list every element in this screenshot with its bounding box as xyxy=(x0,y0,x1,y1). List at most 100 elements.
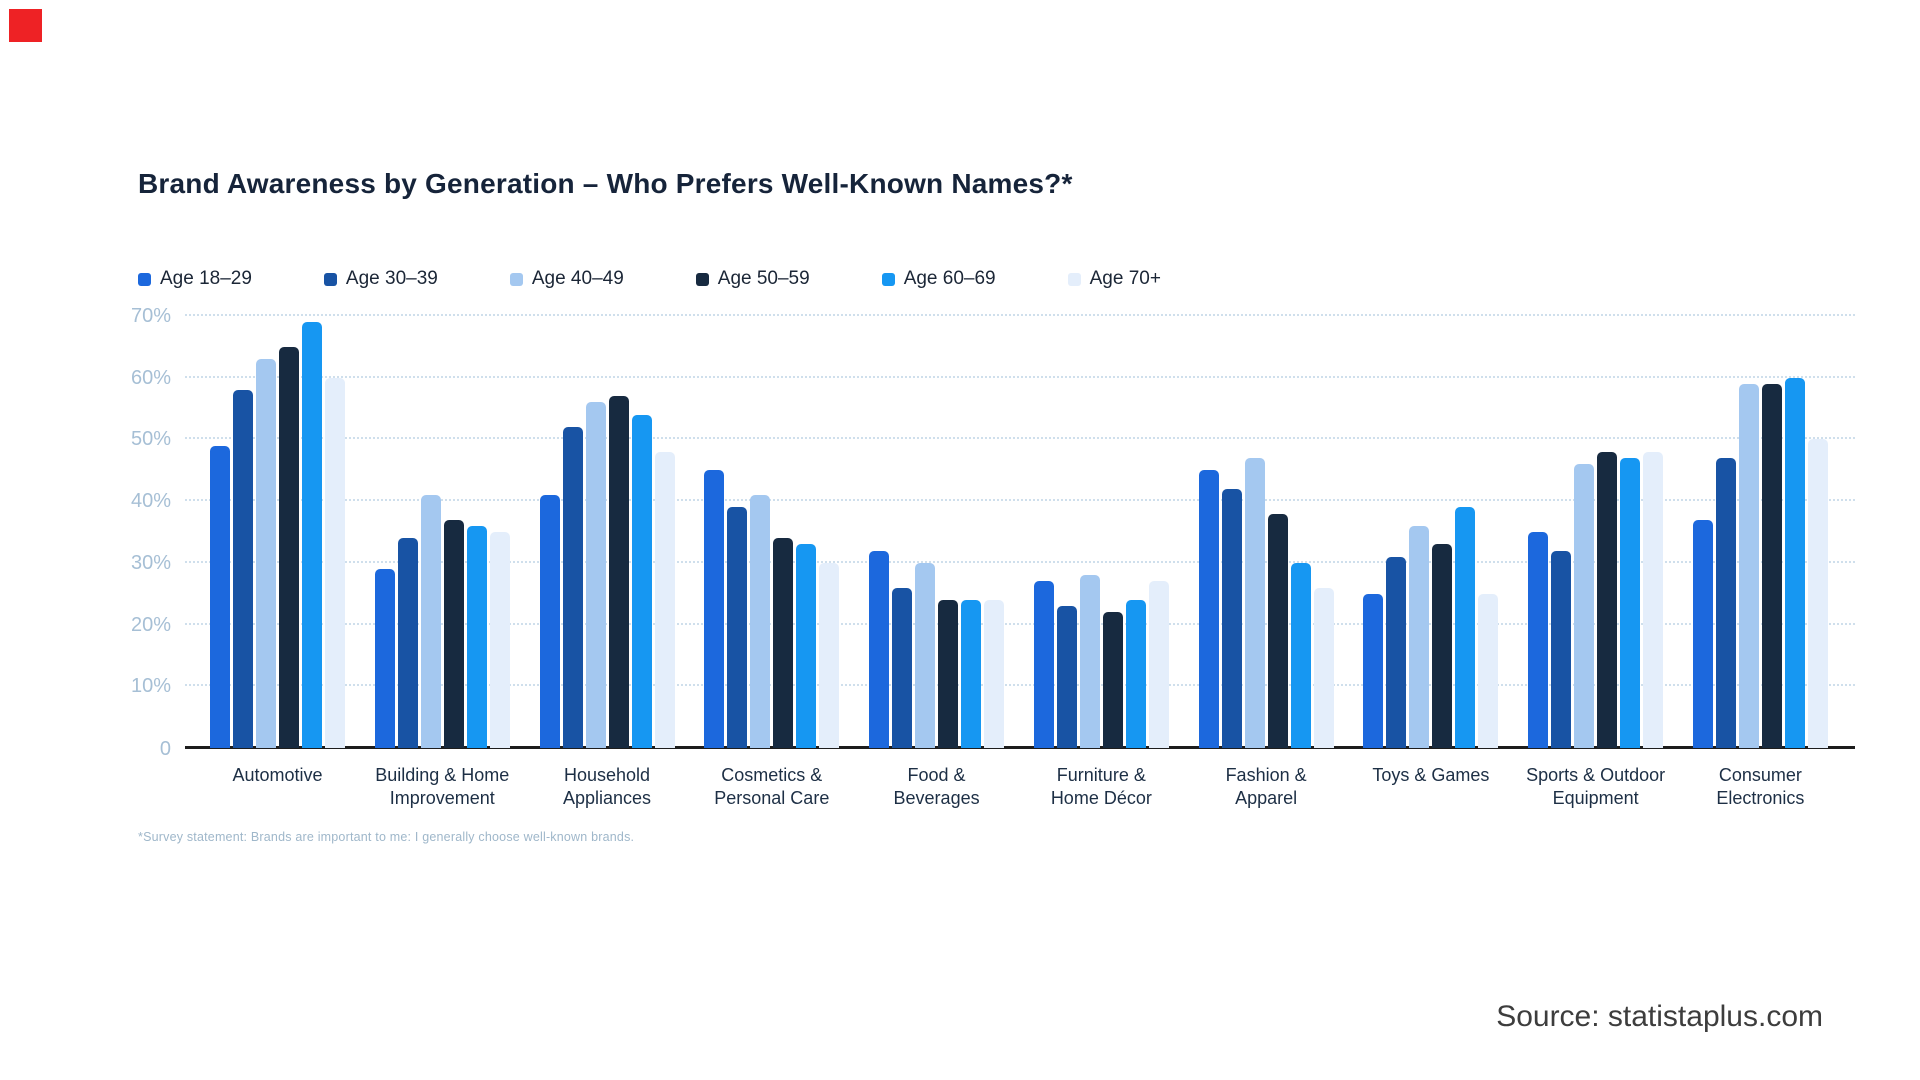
x-axis-category-label: Automotive xyxy=(232,765,323,785)
source-attribution: Source: statistaplus.com xyxy=(1496,1000,1823,1033)
bar[interactable] xyxy=(654,451,675,748)
bar[interactable] xyxy=(1221,488,1242,748)
bar[interactable] xyxy=(1643,451,1664,748)
legend-item[interactable]: Age 30–39 xyxy=(323,268,438,290)
y-axis-tick-label: 0 xyxy=(159,738,171,760)
footnote: *Survey statement: Brands are important … xyxy=(138,830,635,844)
x-axis-category-label: Consumer Electronics xyxy=(1716,765,1805,809)
legend-label: Age 50–59 xyxy=(717,268,810,289)
bar[interactable] xyxy=(1102,612,1123,748)
bar[interactable] xyxy=(397,538,418,748)
corner-accent xyxy=(9,9,42,42)
x-axis-category-label: Furniture & Home Décor xyxy=(1050,765,1152,809)
x-axis-category-label: Food & Beverages xyxy=(893,765,980,809)
bar[interactable] xyxy=(1148,581,1169,748)
legend-swatch-icon xyxy=(1067,272,1081,286)
bar-group: Sports & Outdoor Equipment xyxy=(1526,316,1665,808)
bar[interactable] xyxy=(1432,544,1453,748)
bar-group: Building & Home Improvement xyxy=(374,316,510,808)
bar[interactable] xyxy=(279,346,299,748)
gridline: 30% xyxy=(131,553,1855,573)
bar[interactable] xyxy=(1574,464,1595,748)
bar[interactable] xyxy=(773,538,794,748)
bar-group: Fashion & Apparel xyxy=(1198,316,1334,808)
bar[interactable] xyxy=(210,445,230,748)
legend-item[interactable]: Age 18–29 xyxy=(138,268,252,290)
bar[interactable] xyxy=(302,322,322,748)
bar[interactable] xyxy=(1455,507,1476,748)
bar[interactable] xyxy=(1761,383,1782,748)
bar[interactable] xyxy=(1715,457,1736,748)
bar[interactable] xyxy=(915,562,936,748)
bar[interactable] xyxy=(585,402,606,748)
bar[interactable] xyxy=(1386,556,1407,748)
bar[interactable] xyxy=(1478,593,1499,748)
bar[interactable] xyxy=(1528,532,1549,748)
bar[interactable] xyxy=(892,587,913,748)
x-axis-category-label: Sports & Outdoor Equipment xyxy=(1526,765,1666,809)
bar[interactable] xyxy=(1620,457,1641,748)
bar[interactable] xyxy=(938,599,959,748)
bar[interactable] xyxy=(443,519,464,748)
bar[interactable] xyxy=(420,494,441,748)
bar[interactable] xyxy=(1784,377,1805,748)
bar[interactable] xyxy=(1807,439,1828,748)
bar-group: Cosmetics & Personal Care xyxy=(704,316,840,808)
bar[interactable] xyxy=(562,427,583,748)
bar-group: Toys & Games xyxy=(1363,316,1499,785)
bar[interactable] xyxy=(819,562,840,748)
bar[interactable] xyxy=(1313,587,1334,748)
bar[interactable] xyxy=(1692,519,1713,748)
bar[interactable] xyxy=(1033,581,1054,748)
bar-group: Furniture & Home Décor xyxy=(1033,316,1169,808)
bar[interactable] xyxy=(1125,599,1146,748)
legend-item[interactable]: Age 70+ xyxy=(1067,268,1161,290)
gridline: 70% xyxy=(131,306,1855,326)
bar[interactable] xyxy=(984,599,1005,748)
bar[interactable] xyxy=(1079,575,1100,748)
gridline: 50% xyxy=(131,429,1855,449)
bar-group: Consumer Electronics xyxy=(1692,316,1828,808)
bar-groups: Automotive Building & Home Improvement Hou… xyxy=(185,316,1855,808)
bar[interactable] xyxy=(631,414,652,748)
bar[interactable] xyxy=(1738,383,1759,748)
bar[interactable] xyxy=(869,550,890,748)
x-axis-category-label: Fashion & Apparel xyxy=(1225,765,1307,809)
legend-label: Age 70+ xyxy=(1089,268,1161,289)
bar[interactable] xyxy=(1290,562,1311,748)
legend-item[interactable]: Age 50–59 xyxy=(695,268,810,290)
bar[interactable] xyxy=(1244,457,1265,748)
bar[interactable] xyxy=(961,599,982,748)
legend-item[interactable]: Age 60–69 xyxy=(881,268,996,290)
y-axis-tick-label: 70% xyxy=(130,305,171,327)
bar[interactable] xyxy=(796,544,817,748)
bar[interactable] xyxy=(1597,451,1618,748)
bar[interactable] xyxy=(256,359,276,748)
bar[interactable] xyxy=(466,525,487,748)
bar[interactable] xyxy=(608,396,629,748)
legend-item[interactable]: Age 40–49 xyxy=(509,268,624,290)
bar[interactable] xyxy=(374,569,395,748)
bar[interactable] xyxy=(727,507,748,748)
bar[interactable] xyxy=(750,494,771,748)
bar[interactable] xyxy=(1267,513,1288,748)
bar[interactable] xyxy=(1363,593,1384,748)
bar[interactable] xyxy=(1551,550,1572,748)
bar[interactable] xyxy=(539,494,560,748)
bar[interactable] xyxy=(704,470,725,748)
y-axis-tick-label: 40% xyxy=(130,490,171,513)
legend-swatch-icon xyxy=(509,272,523,286)
bar[interactable] xyxy=(1056,606,1077,748)
bar[interactable] xyxy=(325,377,345,748)
bar[interactable] xyxy=(1409,525,1430,748)
bar[interactable] xyxy=(1198,470,1219,748)
legend-swatch-icon xyxy=(881,272,895,286)
gridline: 40% xyxy=(131,491,1855,511)
y-axis-tick-label: 50% xyxy=(130,428,171,451)
bar[interactable] xyxy=(489,532,510,748)
legend-label: Age 18–29 xyxy=(160,268,252,289)
x-axis-category-label: Household Appliances xyxy=(563,765,652,809)
bar[interactable] xyxy=(233,390,253,748)
legend-swatch-icon xyxy=(695,272,709,286)
